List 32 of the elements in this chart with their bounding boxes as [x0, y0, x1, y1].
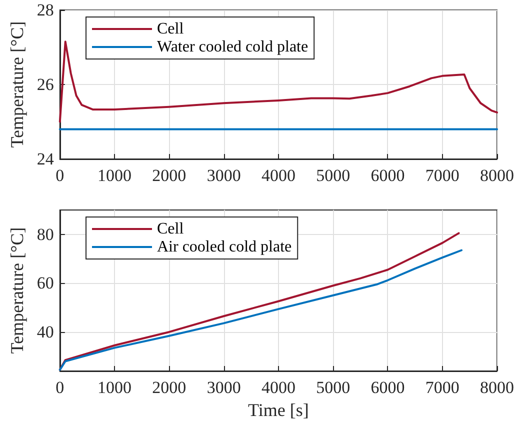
x-tick-label: 5000 — [316, 378, 350, 397]
x-tick-label: 0 — [56, 378, 64, 397]
legend-label: Cell — [157, 20, 184, 38]
y-tick-label: 40 — [36, 322, 54, 342]
x-tick-label: 3000 — [206, 166, 241, 185]
x-tick-label: 2000 — [152, 378, 186, 397]
x-tick-label: 1000 — [98, 378, 132, 397]
x-tick-label: 8000 — [480, 166, 514, 185]
x-tick-label: 4000 — [261, 378, 296, 397]
x-tick-label: 7000 — [425, 378, 460, 397]
x-tick-label: 3000 — [206, 378, 241, 397]
x-tick-label: 8000 — [480, 378, 514, 397]
x-tick-label: 0 — [56, 166, 64, 185]
x-tick-label: 2000 — [152, 166, 186, 185]
x-tick-label: 7000 — [425, 166, 460, 185]
line-series — [58, 40, 498, 123]
x-tick-label: 1000 — [98, 166, 132, 185]
legend-label: Cell — [157, 220, 184, 238]
x-axis-title: Time [s] — [248, 400, 309, 420]
x-tick-label: 6000 — [370, 166, 405, 185]
x-tick-label: 4000 — [261, 166, 296, 185]
y-tick-label: 60 — [36, 274, 54, 293]
y-axis-title: Temperature [°C] — [7, 21, 27, 148]
x-tick-label: 6000 — [370, 378, 405, 397]
x-tick-label: 5000 — [316, 166, 350, 185]
y-tick-label: 80 — [36, 224, 54, 244]
legend-label: Water cooled cold plate — [157, 38, 308, 56]
y-axis-title: Temperature [°C] — [7, 227, 27, 354]
y-tick-label: 24 — [36, 150, 54, 168]
legend-label: Air cooled cold plate — [157, 238, 292, 256]
y-tick-label: 28 — [36, 0, 54, 20]
y-tick-label: 26 — [36, 75, 54, 94]
